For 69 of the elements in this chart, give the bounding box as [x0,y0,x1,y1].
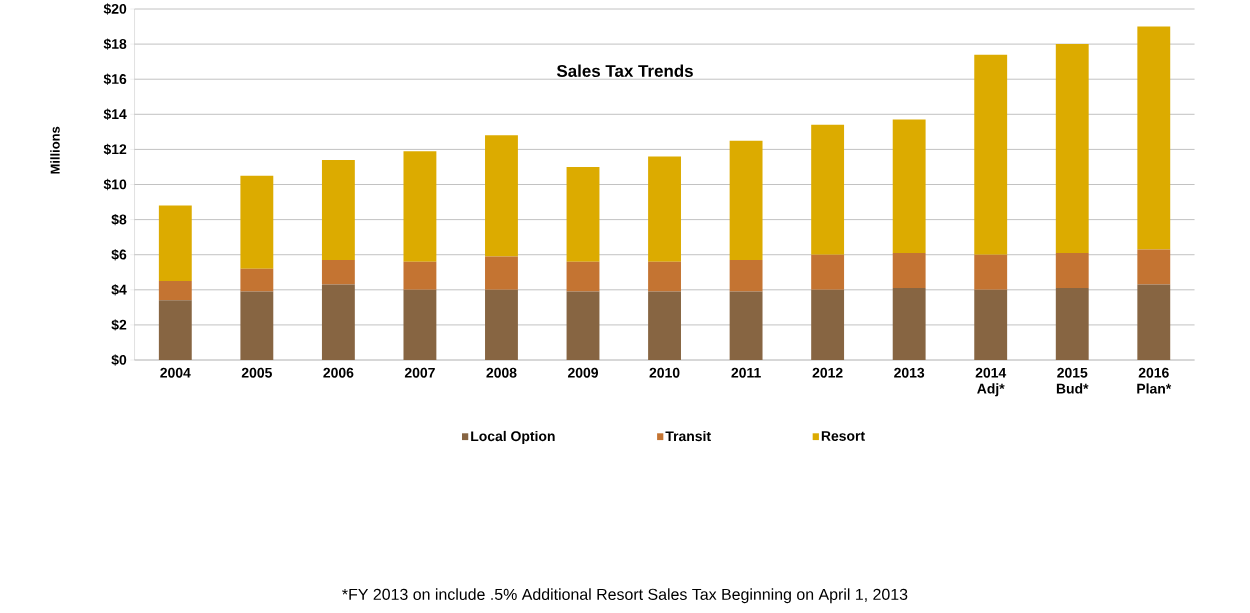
bar [1055,253,1089,289]
bar [240,268,274,292]
y-tick-label: $16 [103,73,127,86]
bar [729,260,763,292]
y-tick-label: $12 [103,143,127,156]
bar [403,261,437,290]
bar [892,288,926,361]
y-tick-label: $20 [103,3,127,15]
y-tick-label: $0 [111,354,127,366]
bar [811,124,845,255]
bar [158,300,192,361]
bar [1137,284,1171,361]
x-tick-label: 2011 [731,367,761,378]
bar [892,119,926,254]
bar [403,151,437,262]
y-axis-title: Millions [50,126,60,174]
x-tick-label: 2014 Adj* [975,367,1007,397]
bar [485,289,518,361]
x-tick-label: 2013 [894,367,925,378]
bar [403,289,437,361]
bar [158,281,192,301]
bar [240,291,274,361]
text: *FY 2013 on include .5% Additional Resort Sales Tax Beginning on April 1, 2013 [342,588,908,604]
y-tick-label: $8 [111,214,127,226]
bar [485,135,518,257]
bar [811,289,845,361]
legend-label: Local Option [471,431,555,445]
bar [729,291,763,361]
bar [566,261,600,292]
bar [974,254,1008,290]
y-tick-label: $14 [103,108,127,121]
y-tick-label: $2 [111,319,127,331]
bar [566,291,600,361]
bar [158,205,192,282]
y-tick-label: $6 [111,249,127,261]
x-tick-label: 2007 [404,367,435,378]
bar [566,167,600,262]
bar [485,256,518,290]
bar [1055,288,1089,361]
x-tick-label: 2009 [567,367,599,378]
x-tick-label: 2012 [812,367,843,378]
bar [321,284,355,361]
bar [1055,44,1089,254]
bar [892,253,926,289]
bar [1137,26,1171,250]
bar [811,254,845,290]
bar [648,291,681,361]
bar [648,261,681,292]
bar [974,54,1008,255]
bar [729,140,763,261]
y-tick-label: $10 [103,178,127,191]
y-tick-label: $4 [111,284,127,296]
x-tick-label: 2006 [323,367,354,378]
bar [648,156,681,262]
bar [321,260,355,285]
x-tick-label: 2004 [160,367,191,378]
bar [974,289,1008,361]
bar [1137,249,1171,285]
y-tick-label: $18 [103,38,127,50]
x-tick-label: 2005 [241,367,272,378]
bar [321,160,355,261]
legend-label: Resort [821,431,865,441]
x-tick-label: 2008 [486,367,517,378]
legend-label: Transit [665,431,711,442]
x-tick-label: 2015 Bud* [1056,367,1089,394]
text: Sales Tax Trends [556,64,693,78]
bar [240,175,274,269]
x-tick-label: 2016 Plan* [1137,367,1172,394]
x-tick-label: 2010 [649,367,680,378]
